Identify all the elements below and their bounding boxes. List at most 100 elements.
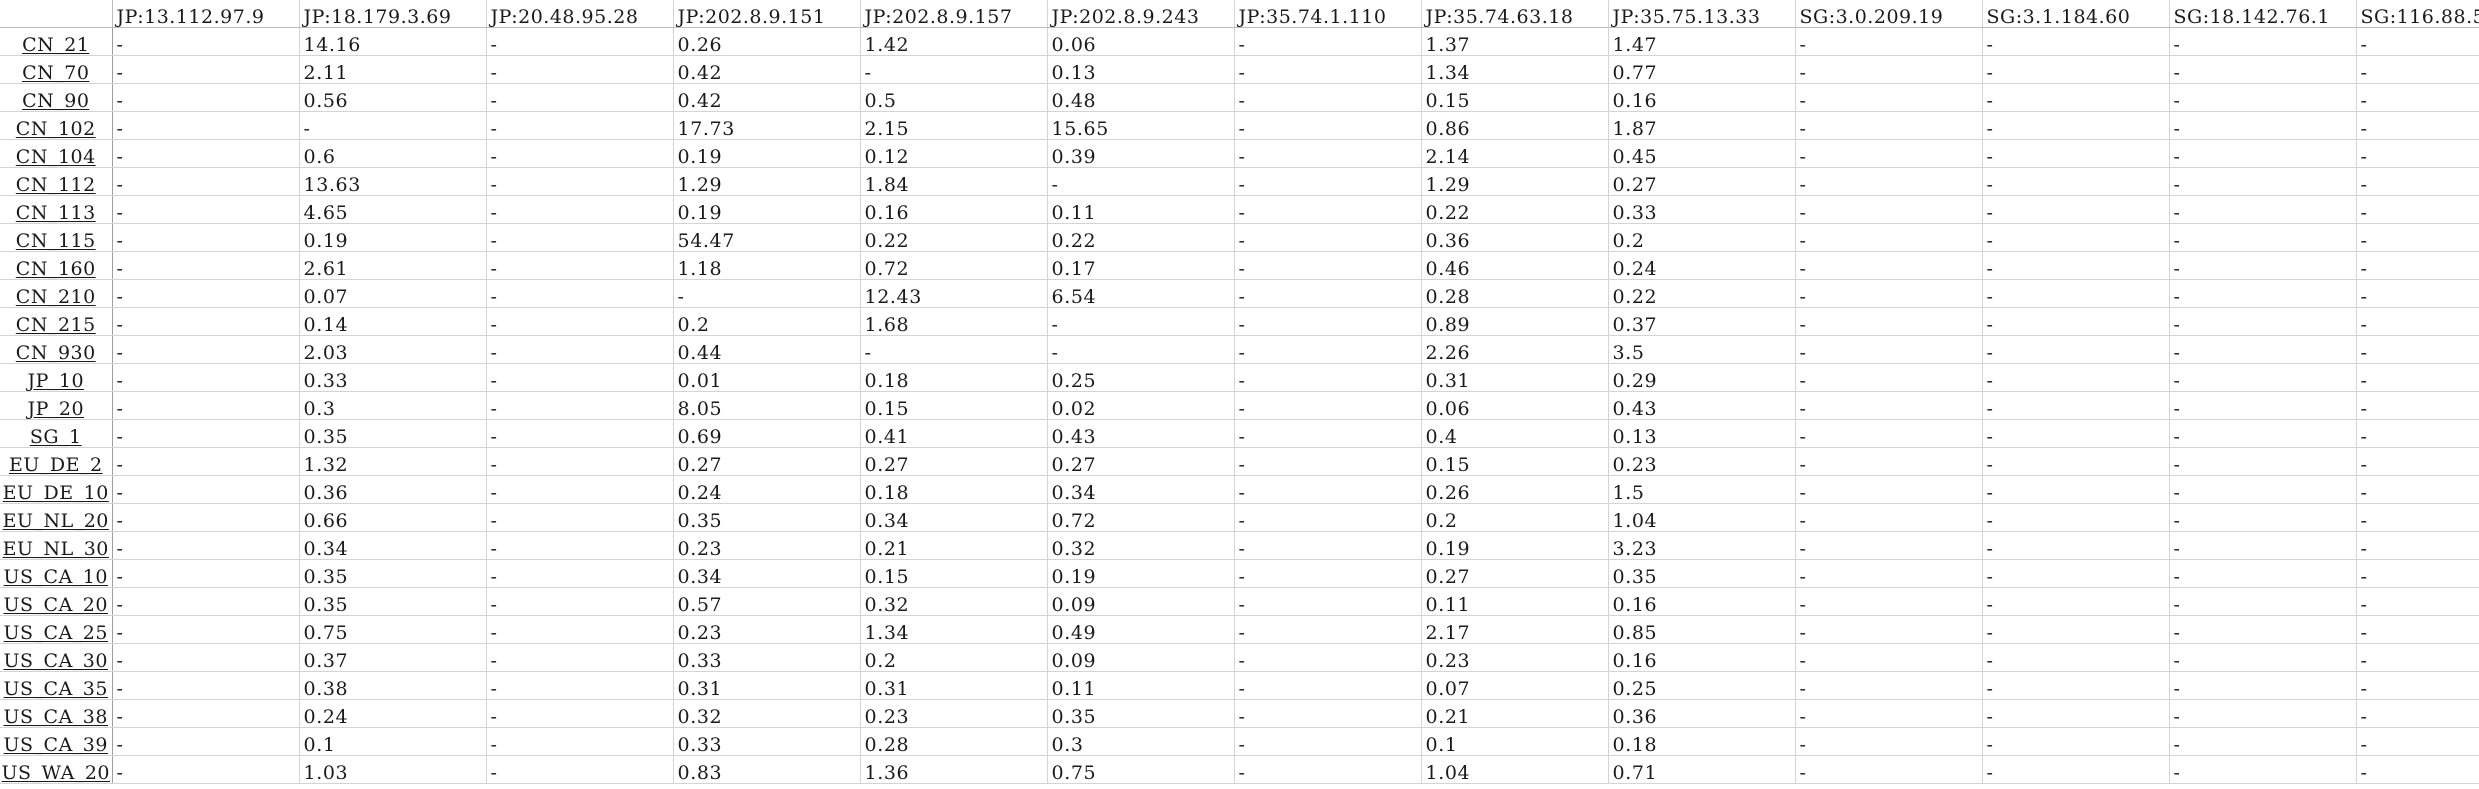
table-cell[interactable]: 0.11 xyxy=(1047,195,1235,224)
table-cell[interactable]: - xyxy=(1234,363,1422,392)
table-cell[interactable]: - xyxy=(2169,223,2357,252)
table-cell[interactable]: 1.5 xyxy=(1608,475,1796,504)
table-cell[interactable]: 0.27 xyxy=(1421,559,1609,588)
table-cell[interactable]: - xyxy=(1982,447,2170,476)
row-label[interactable]: US_CA_20 xyxy=(0,587,113,616)
table-cell[interactable]: 0.3 xyxy=(299,391,487,420)
column-header[interactable]: SG:116.88.5 xyxy=(2356,0,2479,28)
table-cell[interactable]: - xyxy=(1795,475,1983,504)
table-cell[interactable]: - xyxy=(486,83,674,112)
table-cell[interactable]: - xyxy=(2169,671,2357,700)
row-label[interactable]: US_CA_25 xyxy=(0,615,113,644)
table-cell[interactable]: - xyxy=(486,419,674,448)
table-cell[interactable]: 0.36 xyxy=(1608,699,1796,728)
table-cell[interactable]: 12.43 xyxy=(860,279,1048,308)
row-label[interactable]: CN_215 xyxy=(0,307,113,336)
table-cell[interactable]: 0.18 xyxy=(860,363,1048,392)
row-label[interactable]: CN_930 xyxy=(0,335,113,364)
row-label[interactable]: EU_NL_20 xyxy=(0,503,113,532)
table-cell[interactable]: 2.15 xyxy=(860,111,1048,140)
row-label[interactable]: US_CA_38 xyxy=(0,699,113,728)
table-cell[interactable]: 0.1 xyxy=(299,727,487,756)
table-cell[interactable]: 0.89 xyxy=(1421,307,1609,336)
column-header[interactable]: JP:13.112.97.9 xyxy=(112,0,300,28)
table-cell[interactable]: - xyxy=(112,335,300,364)
table-cell[interactable]: - xyxy=(2169,503,2357,532)
table-cell[interactable]: - xyxy=(2169,307,2357,336)
table-cell[interactable]: 0.69 xyxy=(673,419,861,448)
table-cell[interactable]: 2.17 xyxy=(1421,615,1609,644)
table-cell[interactable]: 0.43 xyxy=(1608,391,1796,420)
table-cell[interactable]: - xyxy=(486,251,674,280)
table-cell[interactable]: - xyxy=(1047,335,1235,364)
table-cell[interactable]: 1.03 xyxy=(299,755,487,784)
row-label[interactable]: JP_20 xyxy=(0,391,113,420)
table-cell[interactable]: 54.47 xyxy=(673,223,861,252)
table-cell[interactable]: - xyxy=(1982,251,2170,280)
table-cell[interactable]: - xyxy=(1234,643,1422,672)
table-cell[interactable]: 0.31 xyxy=(1421,363,1609,392)
row-label[interactable]: CN_210 xyxy=(0,279,113,308)
table-cell[interactable]: 0.46 xyxy=(1421,251,1609,280)
table-cell[interactable]: - xyxy=(2356,363,2479,392)
table-cell[interactable]: - xyxy=(1234,559,1422,588)
table-cell[interactable]: - xyxy=(486,111,674,140)
table-cell[interactable]: 0.22 xyxy=(1608,279,1796,308)
table-cell[interactable]: - xyxy=(2356,251,2479,280)
table-cell[interactable]: 0.28 xyxy=(860,727,1048,756)
table-cell[interactable]: - xyxy=(2169,83,2357,112)
table-cell[interactable]: 2.11 xyxy=(299,55,487,84)
table-cell[interactable]: - xyxy=(112,419,300,448)
column-header[interactable]: SG:18.142.76.1 xyxy=(2169,0,2357,28)
table-cell[interactable]: - xyxy=(2169,615,2357,644)
table-cell[interactable]: 0.77 xyxy=(1608,55,1796,84)
table-cell[interactable]: 0.86 xyxy=(1421,111,1609,140)
row-label[interactable]: EU_NL_30 xyxy=(0,531,113,560)
table-cell[interactable]: - xyxy=(112,531,300,560)
table-cell[interactable]: 0.42 xyxy=(673,83,861,112)
table-cell[interactable]: 0.36 xyxy=(299,475,487,504)
table-cell[interactable]: - xyxy=(112,587,300,616)
table-cell[interactable]: - xyxy=(2169,531,2357,560)
row-label[interactable]: CN_90 xyxy=(0,83,113,112)
table-cell[interactable]: - xyxy=(112,363,300,392)
table-cell[interactable]: - xyxy=(1982,531,2170,560)
table-cell[interactable]: - xyxy=(486,447,674,476)
table-cell[interactable]: - xyxy=(1234,615,1422,644)
table-cell[interactable]: 0.34 xyxy=(673,559,861,588)
table-cell[interactable]: 0.24 xyxy=(673,475,861,504)
table-cell[interactable]: - xyxy=(112,223,300,252)
table-cell[interactable]: - xyxy=(486,139,674,168)
table-cell[interactable]: - xyxy=(112,167,300,196)
table-cell[interactable]: - xyxy=(2356,755,2479,784)
table-cell[interactable]: 0.12 xyxy=(860,139,1048,168)
table-cell[interactable]: - xyxy=(1982,475,2170,504)
table-cell[interactable]: 0.24 xyxy=(1608,251,1796,280)
table-cell[interactable]: 0.15 xyxy=(860,391,1048,420)
table-cell[interactable]: - xyxy=(1795,363,1983,392)
table-cell[interactable]: - xyxy=(1982,223,2170,252)
table-cell[interactable]: - xyxy=(2356,643,2479,672)
table-cell[interactable]: 0.15 xyxy=(860,559,1048,588)
table-cell[interactable]: - xyxy=(1982,419,2170,448)
table-cell[interactable]: 1.37 xyxy=(1421,27,1609,56)
table-cell[interactable]: - xyxy=(673,279,861,308)
table-cell[interactable]: 0.28 xyxy=(1421,279,1609,308)
table-cell[interactable]: - xyxy=(112,671,300,700)
table-cell[interactable]: - xyxy=(1982,615,2170,644)
table-cell[interactable]: 2.14 xyxy=(1421,139,1609,168)
table-cell[interactable]: - xyxy=(2356,307,2479,336)
table-cell[interactable]: 0.06 xyxy=(1047,27,1235,56)
table-cell[interactable]: - xyxy=(1795,615,1983,644)
table-cell[interactable]: - xyxy=(2356,503,2479,532)
table-cell[interactable]: 4.65 xyxy=(299,195,487,224)
table-cell[interactable]: - xyxy=(112,755,300,784)
table-cell[interactable]: 1.68 xyxy=(860,307,1048,336)
table-cell[interactable]: 0.06 xyxy=(1421,391,1609,420)
table-cell[interactable]: 0.35 xyxy=(299,419,487,448)
table-cell[interactable]: - xyxy=(486,587,674,616)
row-label[interactable]: EU_DE_2 xyxy=(0,447,113,476)
table-cell[interactable]: - xyxy=(2356,531,2479,560)
table-cell[interactable]: - xyxy=(1982,111,2170,140)
table-cell[interactable]: 0.49 xyxy=(1047,615,1235,644)
